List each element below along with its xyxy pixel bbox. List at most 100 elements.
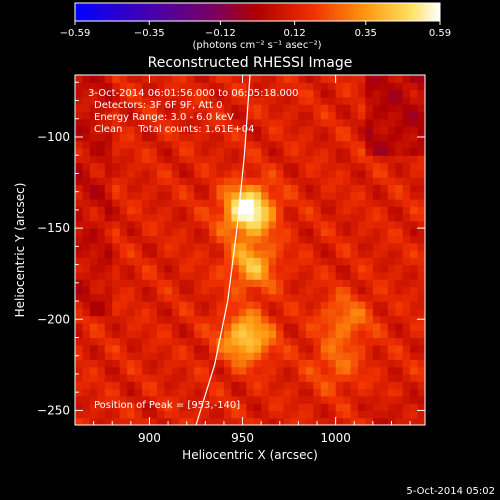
heatmap-cell <box>246 147 255 156</box>
heatmap-cell <box>156 417 165 425</box>
heatmap-cell <box>246 250 255 258</box>
heatmap-cell <box>246 82 255 91</box>
heatmap-cell <box>164 410 173 419</box>
heatmap-cell <box>261 403 270 412</box>
heatmap-cell <box>402 206 411 215</box>
heatmap-cell <box>171 126 180 134</box>
heatmap-cell <box>372 89 381 98</box>
heatmap-cell <box>164 82 173 91</box>
heatmap-cell <box>276 235 285 244</box>
heatmap-cell <box>253 322 262 331</box>
heatmap-cell <box>410 82 419 91</box>
heatmap-cell <box>97 322 106 331</box>
heatmap-cell <box>209 257 218 266</box>
heatmap-cell <box>410 89 419 98</box>
heatmap-cell <box>380 257 389 266</box>
heatmap-cell <box>112 352 121 360</box>
heatmap-cell <box>119 140 128 149</box>
heatmap-cell <box>186 381 195 390</box>
heatmap-cell <box>82 191 91 200</box>
heatmap-cell <box>387 315 396 324</box>
heatmap-cell <box>372 293 381 302</box>
heatmap-cell <box>343 359 352 368</box>
heatmap-cell <box>328 337 337 346</box>
y-tick-label: −100 <box>37 130 70 144</box>
heatmap-cell <box>328 403 337 412</box>
heatmap-cell <box>305 322 314 331</box>
heatmap-cell <box>149 155 158 164</box>
heatmap-cell <box>127 162 136 171</box>
heatmap-cell <box>119 308 128 317</box>
heatmap-cell <box>164 315 173 324</box>
heatmap-cell <box>343 264 352 273</box>
y-axis-label: Heliocentric Y (arcsec) <box>13 183 27 318</box>
heatmap-cell <box>410 330 419 339</box>
heatmap-cell <box>402 126 411 134</box>
heatmap-cell <box>350 403 359 412</box>
heatmap-cell <box>268 198 277 207</box>
heatmap-cell <box>119 104 128 113</box>
heatmap-cell <box>142 126 151 134</box>
heatmap-cell <box>97 417 106 425</box>
heatmap-cell <box>201 140 210 149</box>
heatmap-cell <box>343 410 352 419</box>
heatmap-cell <box>231 417 240 425</box>
heatmap-cell <box>283 169 292 178</box>
heatmap-cell <box>372 133 381 142</box>
heatmap-cell <box>149 126 158 134</box>
heatmap-cell <box>89 213 98 222</box>
heatmap-cell <box>305 337 314 346</box>
heatmap-cell <box>283 352 292 360</box>
heatmap-cell <box>417 235 425 244</box>
heatmap-cell <box>313 169 322 178</box>
heatmap-cell <box>283 220 292 229</box>
heatmap-cell <box>283 388 292 397</box>
heatmap-cell <box>142 388 151 397</box>
heatmap-cell <box>82 344 91 353</box>
heatmap-cell <box>335 373 344 382</box>
heatmap-cell <box>216 359 225 368</box>
heatmap-cell <box>350 337 359 346</box>
heatmap-cell <box>357 213 367 222</box>
heatmap-cell <box>223 417 232 425</box>
heatmap-cell <box>343 286 352 295</box>
heatmap-cell <box>365 140 374 149</box>
heatmap-cell <box>112 366 121 375</box>
heatmap-cell <box>328 301 337 309</box>
heatmap-cell <box>216 89 225 98</box>
heatmap-cell <box>209 337 218 346</box>
heatmap-cell <box>313 381 322 390</box>
heatmap-cell <box>171 257 180 266</box>
heatmap-cell <box>156 220 165 229</box>
heatmap-cell <box>164 301 173 309</box>
heatmap-cell <box>335 111 344 120</box>
heatmap-cell <box>313 235 322 244</box>
heatmap-cell <box>142 308 151 317</box>
heatmap-cell <box>97 264 106 273</box>
heatmap-cell <box>179 279 188 288</box>
heatmap-cell <box>119 206 128 215</box>
heatmap-cell <box>328 395 337 404</box>
heatmap-cell <box>104 373 113 382</box>
heatmap-cell <box>276 293 285 302</box>
heatmap-cell <box>164 388 173 397</box>
heatmap-cell <box>209 235 218 244</box>
heatmap-cell <box>387 337 396 346</box>
heatmap-cell <box>216 184 225 193</box>
heatmap-cell <box>372 301 381 309</box>
heatmap-cell <box>127 388 136 397</box>
heatmap-cell <box>134 308 143 317</box>
heatmap-cell <box>357 301 367 309</box>
heatmap-cell <box>372 169 381 178</box>
heatmap-cell <box>223 104 232 113</box>
heatmap-cell <box>328 264 337 273</box>
heatmap-cell <box>119 242 128 251</box>
heatmap-cell <box>313 301 322 309</box>
heatmap-cell <box>350 75 359 83</box>
heatmap-cell <box>231 403 240 412</box>
heatmap-cell <box>328 169 337 178</box>
heatmap-cell <box>156 147 165 156</box>
heatmap-cell <box>357 417 367 425</box>
heatmap-cell <box>156 359 165 368</box>
heatmap-cell <box>119 89 128 98</box>
